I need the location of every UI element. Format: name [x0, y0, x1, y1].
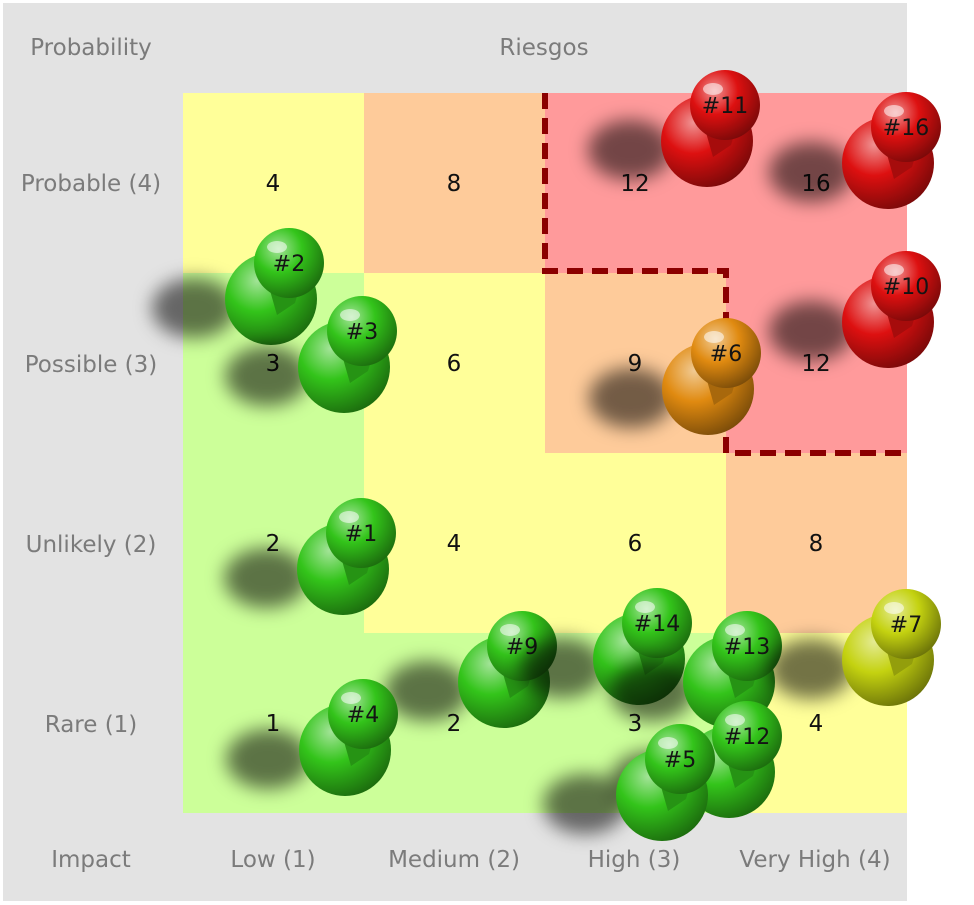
pin-4[interactable]: #4 — [226, 679, 398, 796]
pin-highlight — [340, 309, 360, 321]
pin-10[interactable]: #10 — [769, 251, 941, 368]
pin-highlight — [704, 331, 724, 343]
column-label-very-high: Very High (4) — [739, 847, 891, 873]
pin-highlight — [635, 601, 655, 613]
column-label-high: High (3) — [587, 847, 681, 873]
cell-score: 8 — [808, 531, 824, 557]
pin-label: #4 — [347, 703, 379, 728]
cell-score: 4 — [265, 171, 281, 197]
pin-3[interactable]: #3 — [225, 296, 397, 413]
cell-score: 6 — [446, 351, 462, 377]
cell-score: 6 — [627, 531, 643, 557]
pin-highlight — [341, 692, 361, 704]
pin-label: #16 — [883, 116, 929, 141]
pin-label: #11 — [702, 94, 748, 119]
pin-highlight — [267, 241, 287, 253]
pin-highlight — [884, 264, 904, 276]
pin-shadow — [610, 661, 694, 721]
pin-label: #10 — [883, 275, 929, 300]
matrix-cell-possible-medium — [364, 273, 546, 454]
pin-shadow — [226, 729, 310, 789]
pin-shadow — [769, 301, 853, 361]
column-label-medium: Medium (2) — [388, 847, 520, 873]
pin-label: #1 — [345, 522, 377, 547]
pin-7[interactable]: #7 — [769, 589, 941, 706]
row-label-unlikely: Unlikely (2) — [25, 532, 157, 558]
row-label-probable: Probable (4) — [20, 171, 162, 197]
pin-highlight — [339, 511, 359, 523]
pin-shadow — [520, 638, 604, 698]
pin-5[interactable]: #5 — [543, 724, 715, 841]
pin-shadow — [152, 278, 236, 338]
row-label-rare: Rare (1) — [44, 712, 138, 738]
pin-highlight — [500, 624, 520, 636]
pin-label: #5 — [664, 748, 696, 773]
pin-shadow — [225, 346, 309, 406]
matrix-title: Riesgos — [499, 35, 589, 61]
cell-score: 8 — [446, 171, 462, 197]
pin-highlight — [884, 602, 904, 614]
pin-highlight — [725, 714, 745, 726]
cell-score: 2 — [446, 711, 462, 737]
probability-axis-label: Probability — [30, 35, 152, 61]
matrix-cell-unlikely-very-high — [726, 453, 907, 634]
pin-label: #12 — [724, 725, 770, 750]
pin-highlight — [703, 83, 723, 95]
pin-11[interactable]: #11 — [588, 70, 760, 187]
pin-shadow — [543, 774, 627, 834]
pin-label: #7 — [890, 613, 922, 638]
cell-score: 4 — [808, 711, 824, 737]
pin-label: #3 — [346, 320, 378, 345]
cell-score: 4 — [446, 531, 462, 557]
pin-2[interactable]: #2 — [152, 228, 324, 345]
matrix-cell-probable-medium — [364, 93, 546, 274]
column-label-low: Low (1) — [230, 847, 316, 873]
pin-13[interactable]: #13 — [610, 611, 782, 728]
pin-shadow — [769, 142, 853, 202]
pin-shadow — [224, 548, 308, 608]
pin-label: #13 — [724, 635, 770, 660]
pin-highlight — [658, 737, 678, 749]
pin-1[interactable]: #1 — [224, 498, 396, 615]
impact-axis-label: Impact — [51, 847, 131, 873]
pin-label: #14 — [634, 612, 680, 637]
row-label-possible: Possible (3) — [24, 352, 158, 378]
pin-16[interactable]: #16 — [769, 92, 941, 209]
pin-highlight — [725, 624, 745, 636]
pin-shadow — [769, 639, 853, 699]
pin-label: #2 — [273, 252, 305, 277]
pin-shadow — [589, 368, 673, 428]
pin-6[interactable]: #6 — [589, 318, 761, 435]
pin-shadow — [385, 661, 469, 721]
pin-shadow — [588, 120, 672, 180]
pin-label: #6 — [710, 342, 742, 367]
pin-highlight — [884, 105, 904, 117]
